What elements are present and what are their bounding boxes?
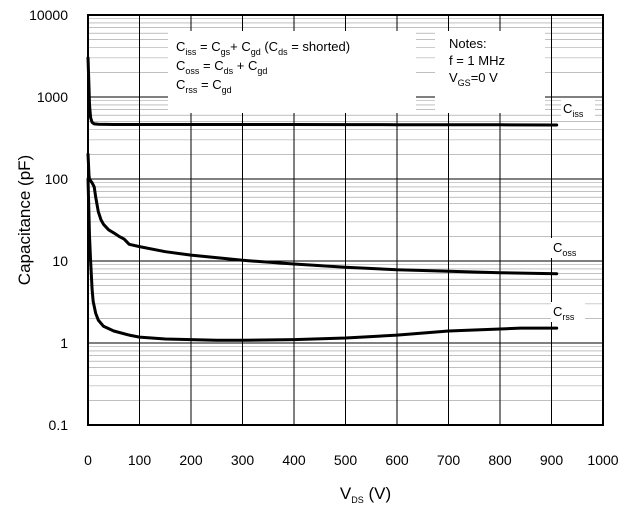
series-label-bg bbox=[561, 99, 595, 119]
y-tick-label: 10 bbox=[52, 253, 68, 269]
y-tick-label: 1000 bbox=[37, 89, 68, 105]
y-tick-label: 10000 bbox=[29, 7, 68, 23]
series-label-bg bbox=[551, 302, 585, 322]
y-tick-label: 1 bbox=[60, 335, 68, 351]
axes: 0 100 200 300 400 500 600 700 800 900 1000 0.1 1 10 10… bbox=[15, 7, 619, 505]
x-tick-label: 300 bbox=[231, 452, 255, 468]
series-line-oss bbox=[86, 152, 559, 276]
series-label-oss: Coss bbox=[553, 240, 577, 258]
notes-line: VGS=0 V bbox=[449, 70, 498, 88]
x-tick-label: 200 bbox=[179, 452, 203, 468]
series-lines bbox=[86, 56, 559, 342]
x-tick-label: 900 bbox=[540, 452, 564, 468]
x-tick-label: 100 bbox=[128, 452, 152, 468]
notes-line: f = 1 MHz bbox=[449, 53, 505, 68]
y-tick-label: 100 bbox=[45, 171, 69, 187]
x-tick-label: 800 bbox=[488, 452, 512, 468]
notes-line: Notes: bbox=[449, 36, 487, 51]
x-tick-label: 0 bbox=[84, 452, 92, 468]
formula-line: Coss = Cds + Cgd bbox=[176, 58, 267, 76]
x-axis-title: VDS (V) bbox=[340, 484, 391, 505]
formula-box bbox=[168, 31, 416, 113]
series-label-iss: Ciss bbox=[563, 101, 584, 119]
x-tick-label: 500 bbox=[334, 452, 358, 468]
annotations: Ciss = Cgs+ Cgd (Cds = shorted)Coss = Cd… bbox=[168, 31, 595, 322]
formula-line: Crss = Cgd bbox=[176, 77, 232, 95]
series-line-rss bbox=[86, 177, 559, 342]
x-tick-label: 400 bbox=[282, 452, 306, 468]
formula-line: Ciss = Cgs+ Cgd (Cds = shorted) bbox=[176, 39, 350, 57]
x-tick-label: 700 bbox=[437, 452, 461, 468]
y-tick-label: 0.1 bbox=[49, 417, 69, 433]
plot-frame bbox=[87, 14, 604, 426]
notes-box bbox=[435, 31, 545, 113]
series-label-rss: Crss bbox=[553, 304, 575, 322]
series-label-bg bbox=[551, 238, 585, 258]
x-tick-label: 600 bbox=[385, 452, 409, 468]
series-line-iss bbox=[86, 56, 559, 127]
x-tick-label: 1000 bbox=[587, 452, 618, 468]
y-axis-title: Capacitance (pF) bbox=[15, 155, 34, 285]
